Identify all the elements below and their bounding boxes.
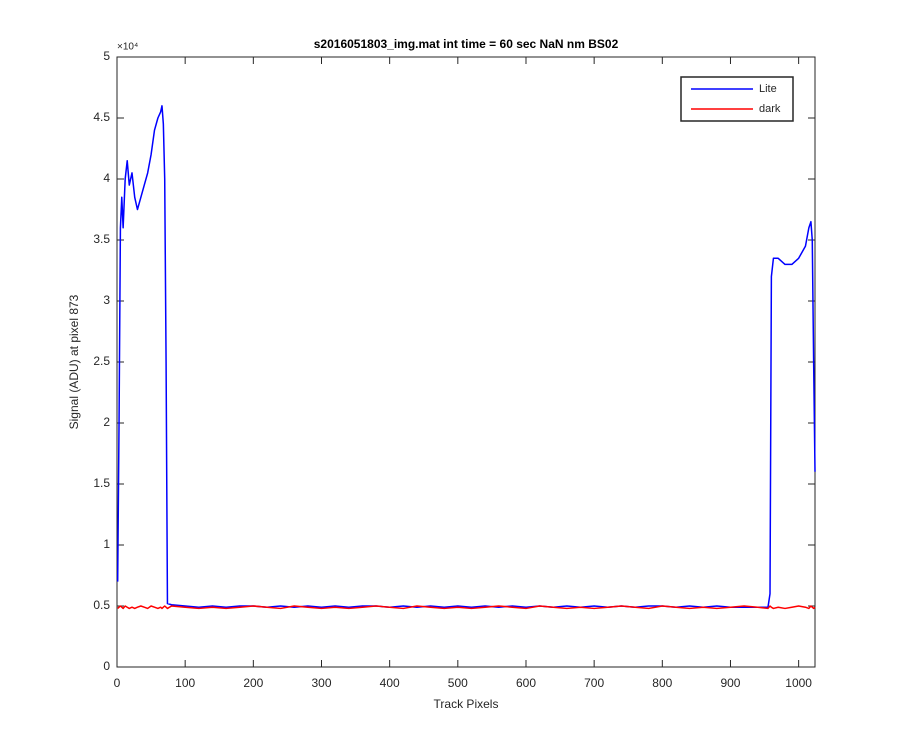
y-axis-label: Signal (ADU) at pixel 873: [67, 294, 81, 429]
x-tick-label: 600: [516, 676, 536, 690]
legend-label: Lite: [759, 83, 777, 95]
x-tick-label: 800: [652, 676, 672, 690]
x-tick-label: 100: [175, 676, 195, 690]
y-multiplier: ×10⁴: [117, 42, 138, 53]
y-tick-label: 5: [103, 49, 110, 63]
x-tick-label: 700: [584, 676, 604, 690]
y-tick-label: 4: [103, 171, 110, 185]
y-tick-label: 1.5: [93, 476, 110, 490]
y-tick-label: 3: [103, 293, 110, 307]
y-tick-label: 2.5: [93, 354, 110, 368]
x-axis-label: Track Pixels: [434, 697, 499, 711]
y-tick-label: 4.5: [93, 110, 110, 124]
x-tick-label: 300: [311, 676, 331, 690]
plot-area: [116, 56, 816, 668]
x-tick-label: 500: [448, 676, 468, 690]
series-line: [117, 605, 816, 610]
y-tick-label: 0.5: [93, 598, 110, 612]
series-line: [116, 105, 816, 608]
x-tick-label: 900: [720, 676, 740, 690]
x-tick-label: 0: [114, 676, 121, 690]
x-tick-label: 400: [380, 676, 400, 690]
y-tick-label: 1: [103, 537, 110, 551]
legend-label: dark: [759, 103, 781, 115]
x-tick-label: 1000: [785, 676, 812, 690]
legend-box: [680, 76, 794, 122]
x-tick-label: 200: [243, 676, 263, 690]
y-tick-label: 3.5: [93, 232, 110, 246]
chart-title: s2016051803_img.mat int time = 60 sec Na…: [314, 37, 619, 51]
y-tick-label: 2: [103, 415, 110, 429]
y-tick-label: 0: [103, 659, 110, 673]
